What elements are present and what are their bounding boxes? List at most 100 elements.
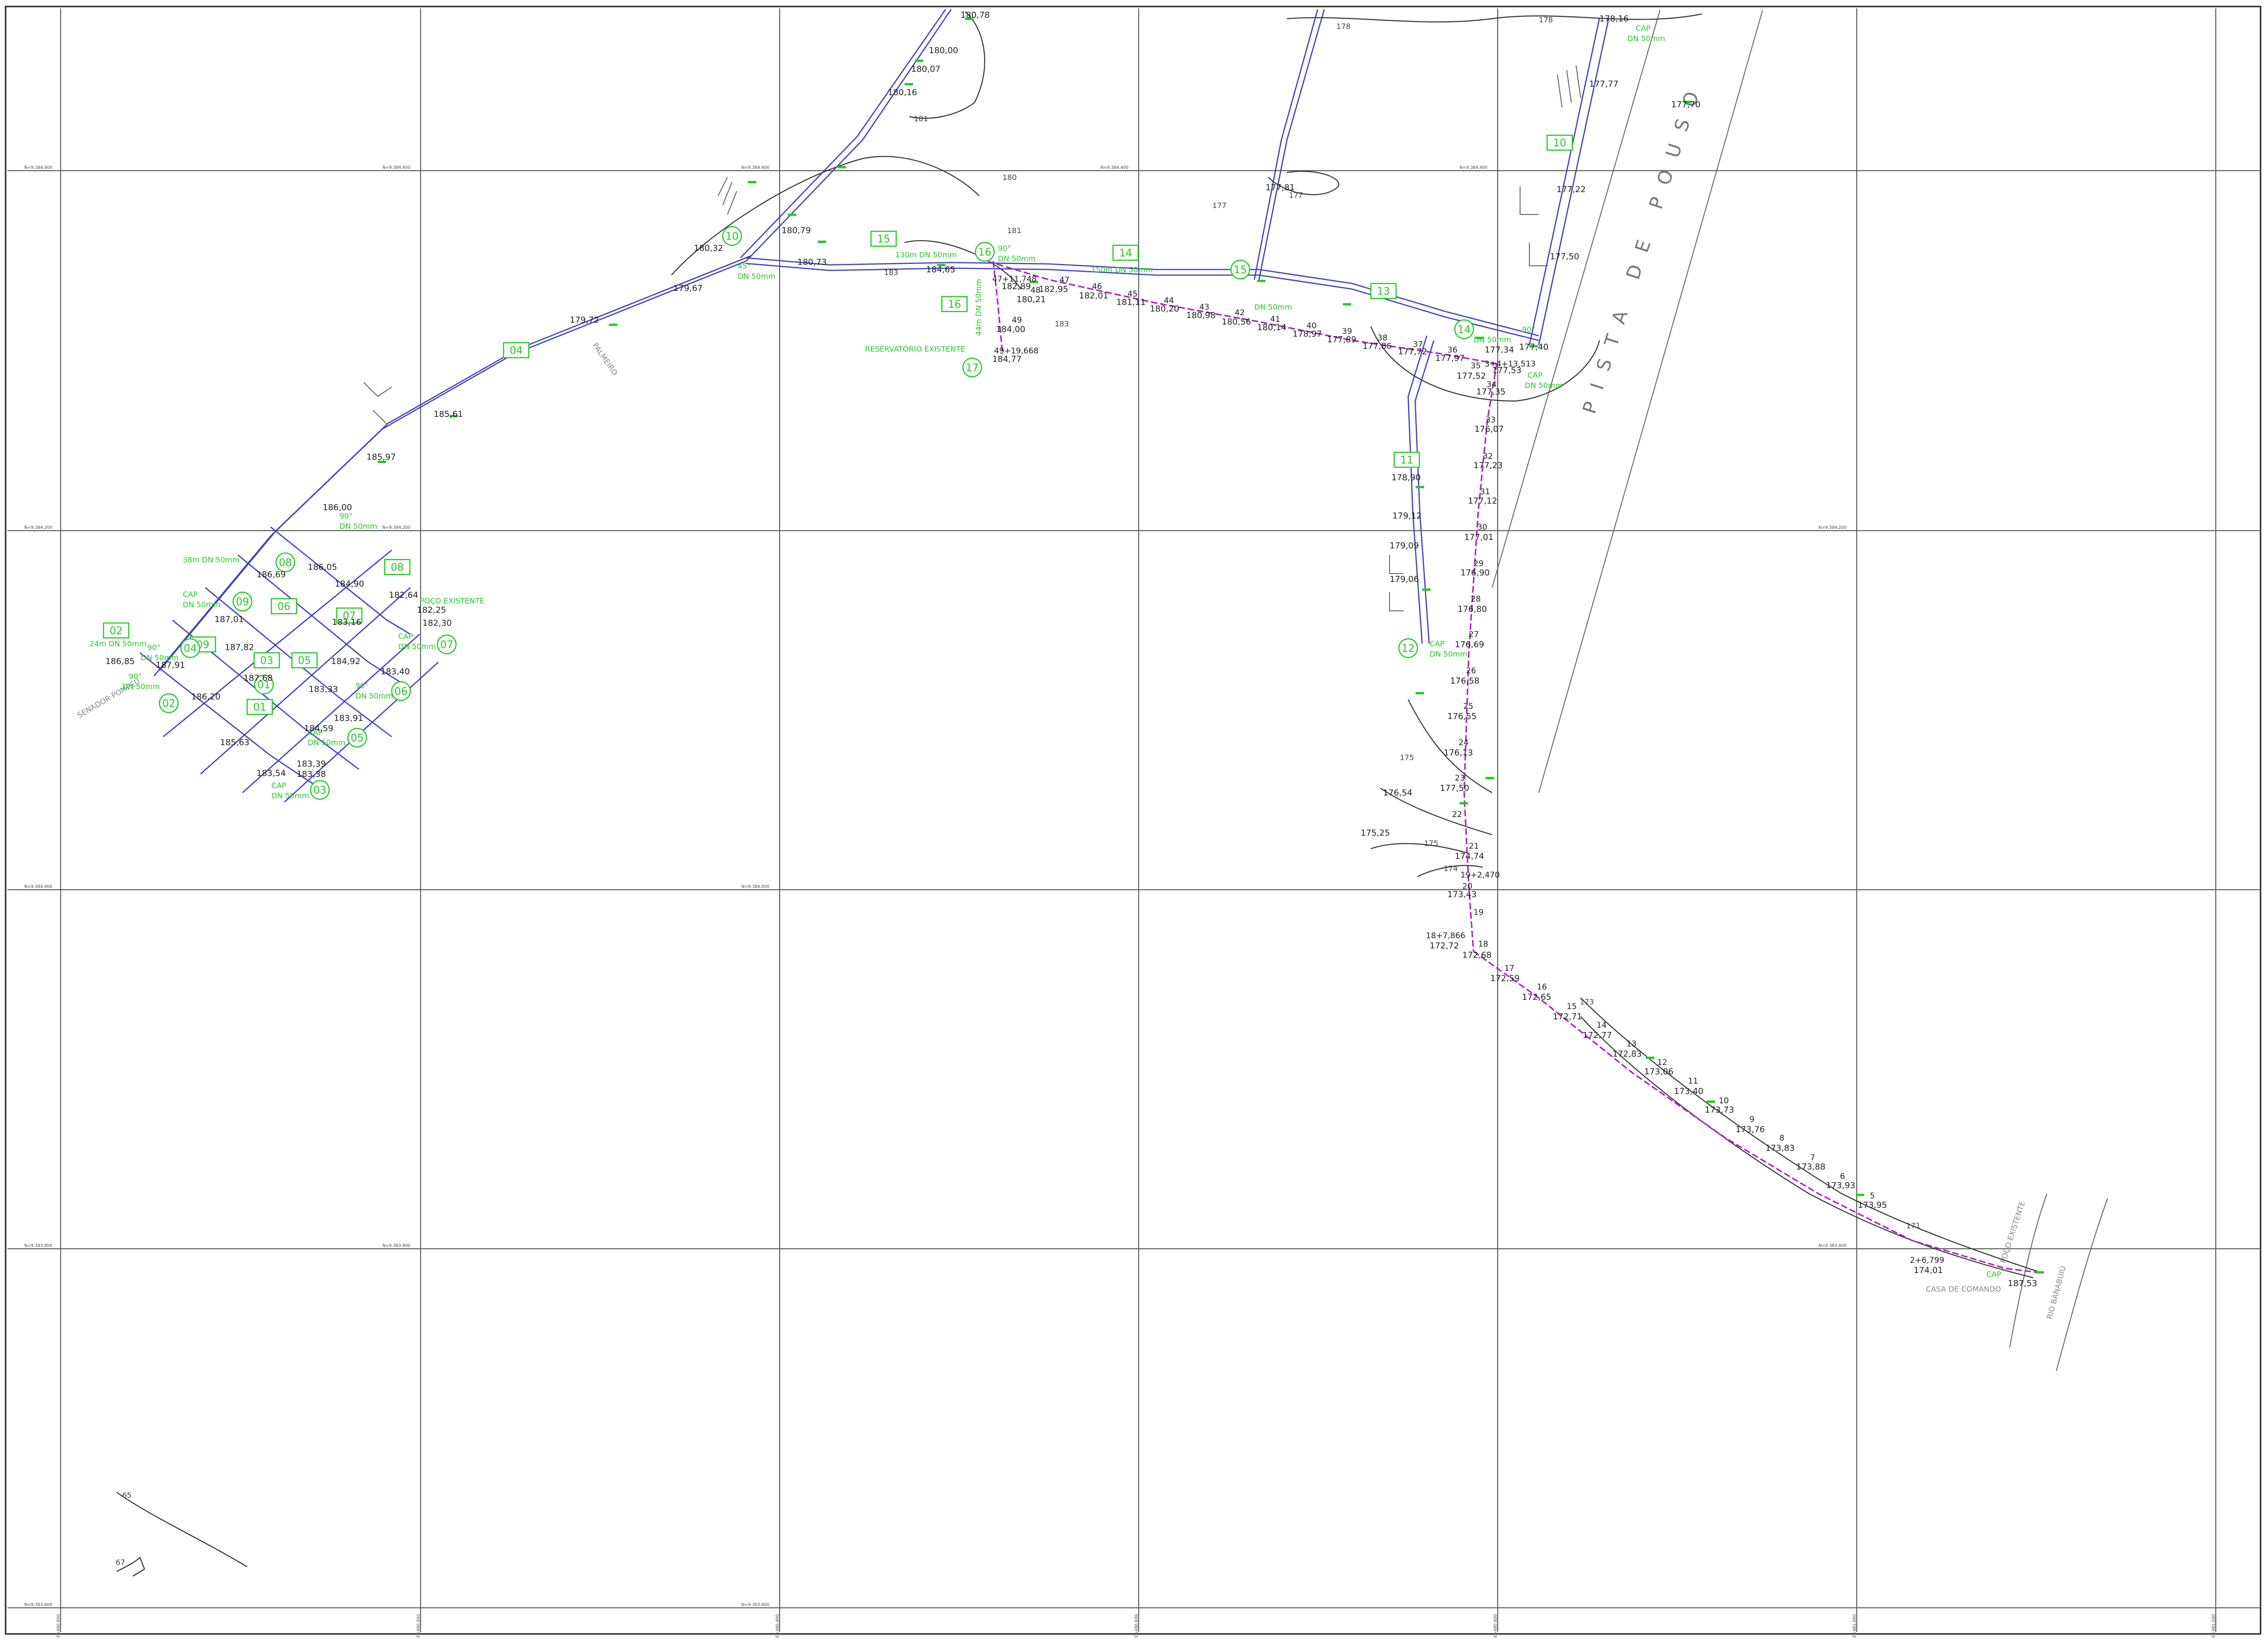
contour-label: 181 <box>1007 226 1022 235</box>
node-14: 14 <box>1454 319 1474 339</box>
contour-label: 180 <box>1003 173 1017 182</box>
pipe-label: DN 50mm <box>1254 303 1292 311</box>
contour-label: 67 <box>116 1558 125 1567</box>
elevation-label: 172,77 <box>1583 1031 1612 1040</box>
pipe-fitting-labels: 130m DN 50mm 150m DN 50mm 90° DN 50mm 45… <box>90 24 2001 1279</box>
runway-label: PISTA DE POUSO <box>1579 76 1708 416</box>
svg-text:07: 07 <box>343 610 356 622</box>
grid-label-n5: N=9.383.600 <box>24 1603 52 1607</box>
elevation-label: 181,11 <box>1116 298 1146 307</box>
pipe-label: 90° <box>1522 325 1535 334</box>
pipe-label: DN 50mm <box>308 738 346 747</box>
svg-text:02: 02 <box>110 625 123 637</box>
contour-label: 65 <box>122 1491 131 1500</box>
elevation-label: 176,13 <box>1444 748 1473 758</box>
node-15: 15 <box>1230 259 1251 280</box>
elevation-label: 185,63 <box>220 738 249 747</box>
elevation-label: 183,33 <box>309 685 338 694</box>
junction-nodes: 10 16 15 14 17 12 02 03 05 06 07 08 09 0… <box>159 226 1474 800</box>
elevation-label: 184,92 <box>331 657 360 666</box>
station-chainage: 49+19,668 <box>994 346 1038 356</box>
svg-text:02: 02 <box>162 698 175 710</box>
pipe-label: DN 50mm <box>339 522 377 531</box>
station-number: 23 <box>1455 774 1465 783</box>
tag-10: 10 <box>1546 134 1573 151</box>
elevation-label: 180,32 <box>694 243 723 253</box>
elevation-label: 177,50 <box>1550 252 1579 262</box>
existing-poco-left-label: POÇO EXISTENTE <box>420 596 484 605</box>
node-08: 08 <box>275 552 296 573</box>
pipe-label: CAP <box>1528 371 1542 380</box>
station-number: 17 <box>1504 964 1514 973</box>
elevation-label: 180,21 <box>1016 295 1046 304</box>
svg-text:06: 06 <box>277 601 290 613</box>
grid-label-n1e: N=9.384.400 <box>1459 166 1487 170</box>
node-12: 12 <box>1398 638 1418 658</box>
tag-01: 01 <box>246 699 273 715</box>
fitting-markers <box>378 18 2044 1273</box>
elevation-label: 186,85 <box>105 657 135 666</box>
pipeline-stations: 47+11,748 49+19,668 3+4+13,513 19+2,470 … <box>992 275 1944 1265</box>
contour-label: 177 <box>1289 191 1303 200</box>
elevation-label: 176,55 <box>1447 712 1477 721</box>
station-number: 40 <box>1307 321 1317 331</box>
elevation-label: 177,81 <box>1265 183 1295 193</box>
node-04: 04 <box>180 638 201 658</box>
contour-label: 174 <box>1444 864 1458 873</box>
svg-text:03: 03 <box>313 785 326 796</box>
elevation-label: 180,00 <box>929 46 958 55</box>
station-number: 41 <box>1270 315 1280 324</box>
elevation-label: 178,90 <box>1391 473 1421 483</box>
main-pipeline <box>979 258 2043 1274</box>
station-number: 38 <box>1377 333 1388 343</box>
station-chainage: 18+7,866 <box>1426 931 1466 941</box>
station-number: 34 <box>1487 380 1497 389</box>
station-number: 39 <box>1342 327 1352 336</box>
elevation-label: 183,54 <box>256 768 286 778</box>
elevation-label: 173,73 <box>1705 1105 1734 1115</box>
grid-label-n1b: N=9.384.400 <box>382 166 410 170</box>
station-number: 13 <box>1626 1039 1637 1049</box>
station-number: 42 <box>1235 308 1245 318</box>
contour-label: 178 <box>1336 22 1351 31</box>
tag-13: 13 <box>1370 283 1397 299</box>
station-number: 12 <box>1657 1058 1667 1067</box>
elevation-label: 179,12 <box>1392 511 1422 521</box>
tag-06: 06 <box>270 598 297 615</box>
elevation-label: 177,12 <box>1468 496 1497 506</box>
elevation-label: 177,34 <box>1485 345 1514 355</box>
station-number: 6 <box>1840 1172 1845 1181</box>
contour-lines <box>116 11 2043 1577</box>
pipe-label: CAP <box>1430 639 1445 648</box>
station-number: 27 <box>1469 630 1479 639</box>
grid-label-e4: E=480.600 <box>1134 1614 1139 1638</box>
station-number: 43 <box>1199 303 1210 312</box>
station-number: 5 <box>1870 1191 1875 1201</box>
contour-label: 177 <box>1212 201 1227 210</box>
elevation-label: 183,39 <box>297 759 326 769</box>
elevation-label: 180,56 <box>1222 317 1251 327</box>
station-number: 37 <box>1413 340 1423 349</box>
elevation-values: 180,78 180,00 180,07 180,16 180,32 180,7… <box>105 10 2037 1288</box>
svg-text:03: 03 <box>260 655 273 667</box>
elevation-label: 173,83 <box>1765 1143 1795 1153</box>
pipe-label: CAP <box>1986 1270 2001 1279</box>
pipe-label: 24m DN 50mm <box>90 639 146 648</box>
elevation-label: 177,52 <box>1457 371 1486 381</box>
station-number: 15 <box>1567 1002 1577 1011</box>
station-number: 24 <box>1459 738 1469 747</box>
elevation-label: 179,09 <box>1390 541 1419 551</box>
svg-text:06: 06 <box>394 686 408 698</box>
node-10: 10 <box>722 226 742 246</box>
pipe-label: DN 50mm <box>398 642 436 651</box>
pipe-label: 90° <box>147 643 160 652</box>
elevation-label: 174,01 <box>1914 1266 1943 1275</box>
station-number: 46 <box>1092 282 1102 291</box>
elevation-label: 184,65 <box>926 265 955 275</box>
elevation-label: 177,35 <box>1476 387 1506 397</box>
elevation-label: 187,68 <box>243 673 273 683</box>
elevation-label: 186,05 <box>308 562 337 572</box>
svg-text:12: 12 <box>1402 643 1415 655</box>
elevation-label: 172,65 <box>1522 992 1551 1002</box>
station-chainage: 2+6,799 <box>1910 1256 1944 1265</box>
